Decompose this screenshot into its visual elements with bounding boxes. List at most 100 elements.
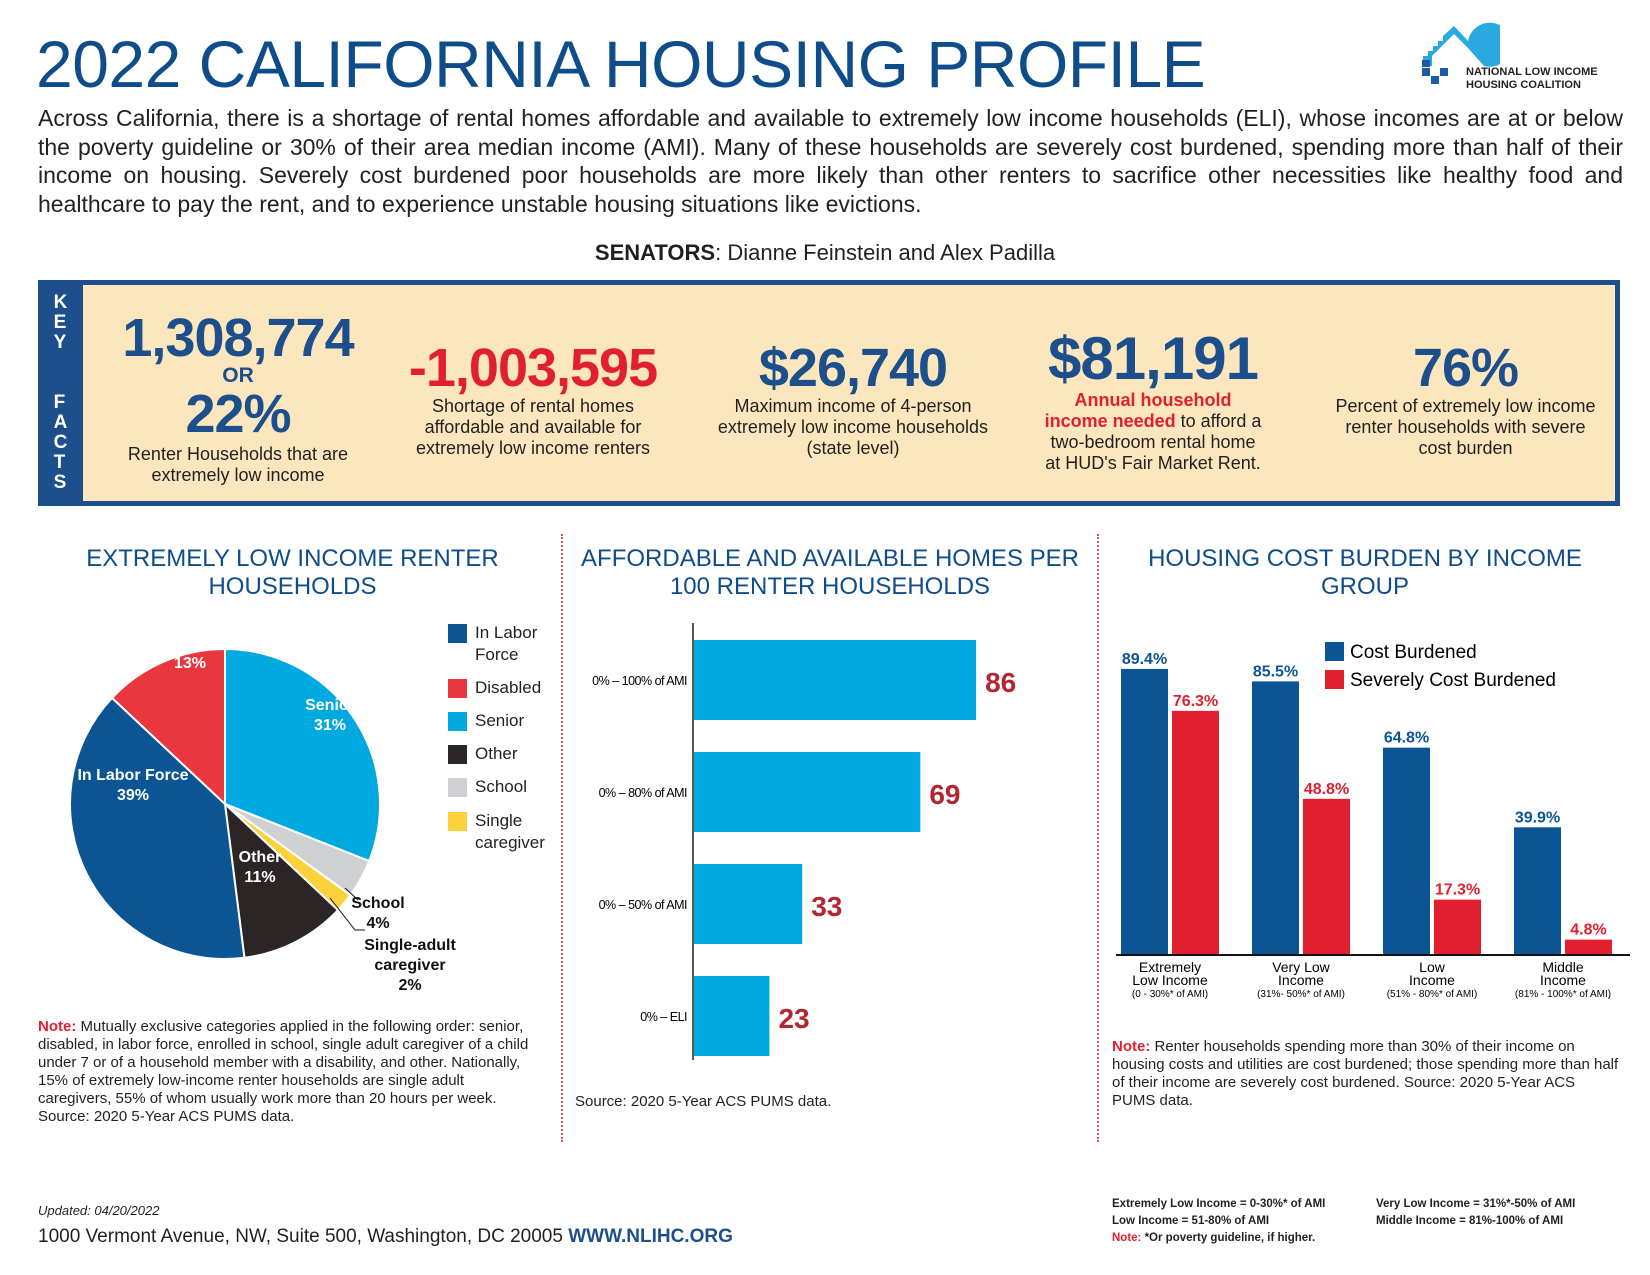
website-link[interactable]: WWW.NLIHC.ORG [568, 1226, 733, 1247]
legend-item: In Labor Force [448, 622, 548, 666]
key-li: Low Income = 51-80% of AMI [1112, 1215, 1270, 1227]
category-label: Low [1419, 959, 1446, 975]
legend-label: In Labor Force [475, 623, 538, 664]
legend-label: Severely Cost Burdened [1350, 670, 1556, 691]
divider [1097, 534, 1099, 1142]
category-label: Income [1409, 972, 1455, 988]
affordable-homes-bar-chart: 86 0% – 100% of AMI 69 0% – 80% of AMI 33 0% … [592, 623, 1016, 1060]
category-label: Extremely [1139, 959, 1201, 975]
address: 1000 Vermont Avenue, NW, Suite 500, Wash… [38, 1226, 733, 1248]
fact-desc-highlight: Annual household income needed [1044, 390, 1232, 431]
pie-label: Disabled [157, 635, 224, 652]
fact-value: -1,003,595 [408, 338, 658, 398]
bar-severely-cost-burdened [1434, 899, 1481, 955]
bar-severely-cost-burdened [1172, 710, 1219, 955]
bar-severely-cost-burdened [1303, 798, 1350, 955]
bar-value-label: 69 [929, 779, 960, 810]
bar-value-label: 39.9% [1515, 809, 1560, 826]
fact-value: $26,740 [758, 338, 948, 398]
category-label: 0% – 50% of AMI [599, 898, 687, 912]
legend-swatch [448, 624, 467, 643]
pie-label: 13% [174, 655, 206, 672]
category-label: (51% - 80%* of AMI) [1387, 989, 1478, 1000]
key-facts: 1,308,774 OR 22% Renter Households that … [83, 280, 1620, 506]
fact-desc: Annual household income needed to afford… [1023, 390, 1283, 474]
fact-value: $81,191 [1048, 325, 1259, 392]
category-label: Low Income [1132, 972, 1208, 988]
legend-item: Disabled [448, 677, 548, 699]
key-facts-panel [38, 280, 1620, 506]
senators: SENATORS: Dianne Feinstein and Alex Padi… [0, 240, 1650, 266]
bar-value-label: 23 [778, 1003, 809, 1034]
pie-slice-senior [224, 647, 381, 863]
legend-label: School [475, 777, 527, 796]
legend-swatch [448, 745, 467, 764]
note-text: Mutually exclusive categories applied in… [38, 1018, 529, 1125]
page-title: 2022 CALIFORNIA HOUSING PROFILE [36, 27, 1206, 101]
bar [694, 976, 770, 1056]
category-label: 0% – 100% of AMI [592, 674, 687, 688]
category-label: 0% – ELI [640, 1010, 687, 1024]
pie-note: Note: Mutually exclusive categories appl… [38, 1018, 538, 1126]
fact-value: 1,308,774 [122, 308, 354, 368]
bar-value-label: 86 [985, 667, 1016, 698]
fact-or: OR [222, 364, 254, 387]
senators-label: SENATORS [594, 240, 716, 265]
category-label: 0% – 80% of AMI [599, 786, 687, 800]
key-eli: Extremely Low Income = 0-30%* of AMI [1112, 1198, 1326, 1210]
bar [694, 752, 921, 832]
divider [561, 534, 563, 1142]
bar-value-label: 76.3% [1173, 693, 1218, 710]
fact-desc: Percent of extremely low income renter h… [1335, 396, 1596, 458]
key-note-label: Note: [1112, 1232, 1142, 1244]
logo-line-1: NATIONAL LOW INCOME [1466, 66, 1598, 78]
legend-item: Senior [448, 710, 548, 732]
fact-housing-wage: $81,191 Annual household income needed t… [1023, 328, 1283, 474]
legend-item: School [448, 776, 548, 798]
pie-slice-in-labor-force [69, 696, 246, 960]
pie-label: Other [239, 849, 282, 866]
bar-cost-burdened [1252, 681, 1299, 955]
fact-max-income: $26,740 Maximum income of 4-person extre… [703, 340, 1003, 459]
legend-swatch [448, 712, 467, 731]
legend-label: Senior [475, 711, 525, 730]
legend-swatch [1325, 642, 1344, 661]
bar-value-label: 4.8% [1570, 922, 1606, 939]
fact-desc: Shortage of rental homes affordable and … [415, 396, 651, 458]
bar-severely-cost-burdened [1565, 939, 1612, 955]
address-text: 1000 Vermont Avenue, NW, Suite 500, Wash… [38, 1226, 569, 1247]
intro-paragraph: Across California, there is a shortage o… [38, 105, 1623, 217]
note-label: Note: [38, 1018, 77, 1035]
bar [694, 864, 803, 944]
legend-label: Disabled [475, 678, 542, 697]
bar [694, 640, 977, 720]
hbar-chart-title: AFFORDABLE AND AVAILABLE HOMES PER 100 R… [581, 545, 1079, 600]
pie-chart-title: EXTREMELY LOW INCOME RENTER HOUSEHOLDS [86, 545, 499, 600]
fact-severe-burden: 76% Percent of extremely low income rent… [1328, 340, 1603, 459]
fact-pct: 22% [185, 384, 291, 444]
category-label: Very Low [1272, 959, 1330, 975]
legend-swatch [448, 778, 467, 797]
bar-value-label: 48.8% [1304, 781, 1349, 798]
fact-desc: Maximum income of 4-person extremely low… [717, 396, 989, 458]
leader-line [329, 897, 365, 931]
nlihc-logo: NATIONAL LOW INCOME HOUSING COALITION [1420, 20, 1620, 92]
fact-shortage: -1,003,595 Shortage of rental homes affo… [398, 340, 668, 459]
cost-burden-note: Note: Renter households spending more th… [1112, 1038, 1622, 1110]
leader-line [344, 887, 359, 901]
pie-label: Senior [305, 697, 355, 714]
pie-label: 2% [398, 977, 421, 994]
legend-swatch [448, 812, 467, 831]
bar-cost-burdened [1514, 827, 1561, 955]
pie-label: In Labor Force [77, 767, 188, 784]
category-label: (31%- 50%* of AMI) [1257, 989, 1345, 1000]
legend-label: Single caregiver [475, 811, 545, 852]
bar-value-label: 89.4% [1122, 651, 1167, 668]
fact-value: 76% [1412, 338, 1519, 398]
key-mi: Middle Income = 81%-100% of AMI [1376, 1215, 1564, 1227]
bar-value-label: 85.5% [1253, 663, 1298, 680]
note-text: Renter households spending more than 30%… [1112, 1038, 1619, 1109]
pie-label: School [351, 895, 404, 912]
senators-names: : Dianne Feinstein and Alex Padilla [715, 240, 1056, 265]
